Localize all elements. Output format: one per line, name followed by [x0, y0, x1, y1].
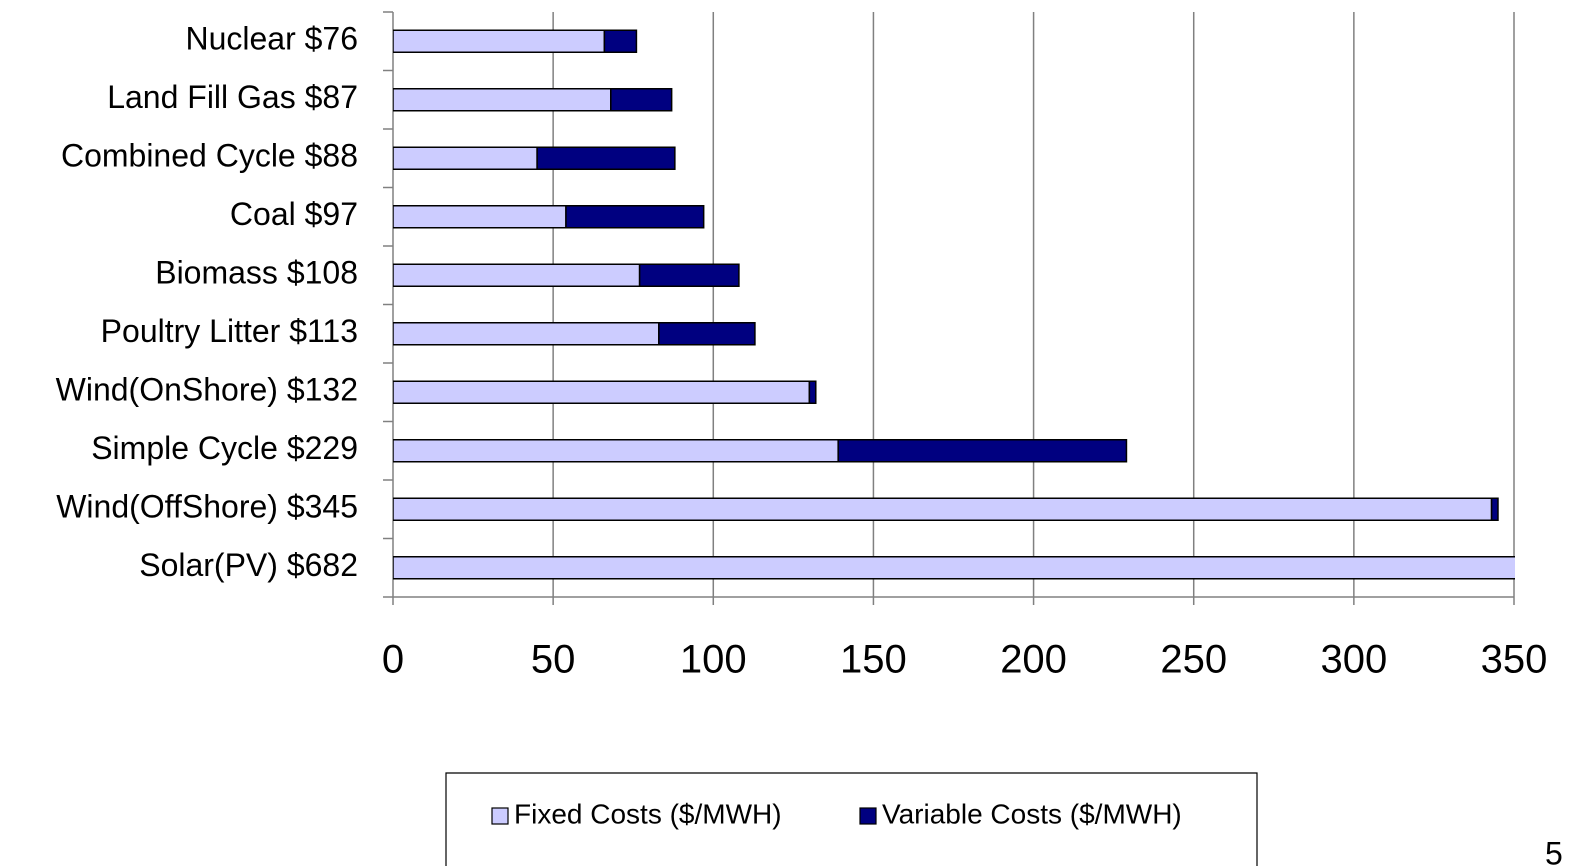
legend-swatch: [859, 807, 877, 825]
y-tick-label: Wind(OffShore) $345: [56, 489, 358, 525]
legend-swatch: [491, 807, 509, 825]
bar-segment: [565, 205, 705, 229]
bar-segment: [610, 88, 673, 112]
bar-segment: [393, 146, 538, 170]
y-tick-label: Land Fill Gas $87: [107, 79, 358, 115]
bar-segment: [393, 497, 1493, 521]
y-tick-label: Biomass $108: [155, 255, 358, 291]
page-number: 5: [1545, 835, 1563, 866]
y-tick-label: Solar(PV) $682: [139, 547, 358, 583]
x-tick-label: 0: [382, 638, 404, 682]
legend-label: Fixed Costs ($/MWH): [514, 798, 782, 829]
y-tick-label: Coal $97: [230, 196, 358, 232]
y-tick-label: Nuclear $76: [185, 21, 358, 57]
bar-segment: [393, 322, 660, 346]
bar-segment: [393, 29, 606, 53]
x-tick-label: 200: [1000, 638, 1067, 682]
x-tick-label: 250: [1160, 638, 1227, 682]
legend-box: [445, 772, 1258, 866]
bar-segment: [808, 380, 817, 404]
bar-segment: [393, 380, 811, 404]
legend-label: Variable Costs ($/MWH): [882, 798, 1182, 829]
bar-segment: [393, 88, 612, 112]
y-tick-label: Wind(OnShore) $132: [56, 372, 358, 408]
y-tick-label: Combined Cycle $88: [61, 138, 358, 174]
bar-segment: [393, 205, 567, 229]
bar-segment: [393, 556, 1515, 580]
bars: [393, 29, 1515, 580]
x-tick-label: 300: [1320, 638, 1387, 682]
bar-segment: [658, 322, 756, 346]
x-tick-label: 100: [680, 638, 747, 682]
bar-segment: [837, 439, 1128, 463]
y-tick-label: Simple Cycle $229: [91, 430, 358, 466]
bar-segment: [638, 263, 740, 287]
y-tick-label: Poultry Litter $113: [101, 313, 358, 349]
x-tick-label: 150: [840, 638, 907, 682]
bar-segment: [1490, 497, 1499, 521]
bar-segment: [603, 29, 638, 53]
x-tick-label: 350: [1481, 638, 1548, 682]
x-tick-label: 50: [531, 638, 576, 682]
bar-segment: [536, 146, 676, 170]
bar-segment: [393, 263, 641, 287]
bar-segment: [393, 439, 839, 463]
